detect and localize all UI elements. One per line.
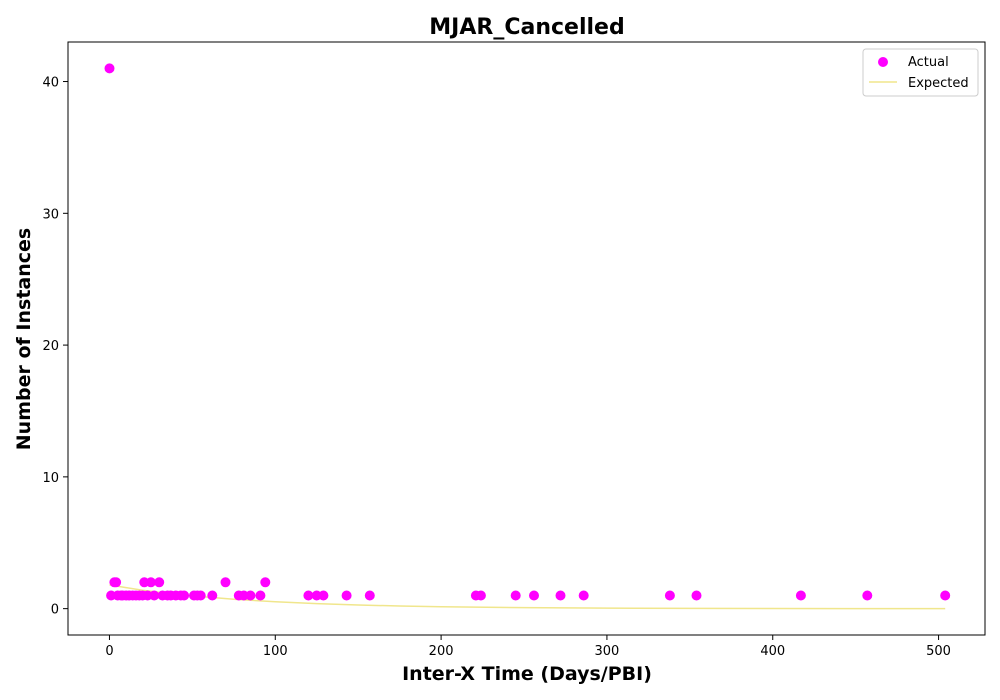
actual-point <box>260 577 271 588</box>
y-tick-label: 20 <box>42 339 59 354</box>
legend-box <box>862 48 979 97</box>
actual-point <box>341 590 352 601</box>
actual-point <box>510 590 521 601</box>
y-axis: 0 10 20 30 40 <box>42 76 68 618</box>
actual-point <box>245 590 256 601</box>
actual-point <box>795 590 806 601</box>
y-tick-label: 40 <box>42 76 59 91</box>
x-tick-label: 400 <box>760 644 785 659</box>
actual-point <box>475 590 486 601</box>
x-tick-label: 500 <box>926 644 951 659</box>
plot-area <box>104 63 951 610</box>
actual-point <box>664 590 675 601</box>
actual-point <box>940 590 951 601</box>
actual-point <box>220 577 231 588</box>
actual-point <box>691 590 702 601</box>
x-tick-label: 100 <box>263 644 288 659</box>
actual-point <box>154 577 165 588</box>
legend-actual-label: Actual <box>908 55 949 70</box>
actual-point <box>207 590 218 601</box>
actual-point <box>195 590 206 601</box>
x-axis: 0 100 200 300 400 500 <box>105 635 951 659</box>
actual-point <box>179 590 190 601</box>
actual-point <box>149 590 160 601</box>
x-tick-label: 300 <box>595 644 620 659</box>
chart-title: MJAR_Cancelled <box>429 15 624 40</box>
actual-point <box>318 590 329 601</box>
y-tick-label: 30 <box>42 207 59 222</box>
x-axis-label: Inter-X Time (Days/PBI) <box>402 663 652 685</box>
actual-point <box>578 590 589 601</box>
x-tick-label: 200 <box>429 644 454 659</box>
y-tick-label: 0 <box>51 603 59 618</box>
actual-point <box>145 577 156 588</box>
actual-point <box>529 590 539 601</box>
legend-expected-label: Expected <box>908 76 969 91</box>
actual-point <box>364 590 375 601</box>
actual-point <box>303 590 314 601</box>
legend-actual-marker <box>878 57 888 67</box>
legend: Actual Expected <box>862 48 979 97</box>
actual-point <box>555 590 566 601</box>
actual-point <box>104 63 115 74</box>
plot-frame <box>67 41 986 636</box>
y-axis-label: Number of Instances <box>13 228 35 450</box>
actual-point <box>111 577 122 588</box>
actual-point <box>255 590 266 601</box>
x-tick-label: 0 <box>105 644 113 659</box>
actual-point <box>862 590 873 601</box>
y-tick-label: 10 <box>42 471 59 486</box>
